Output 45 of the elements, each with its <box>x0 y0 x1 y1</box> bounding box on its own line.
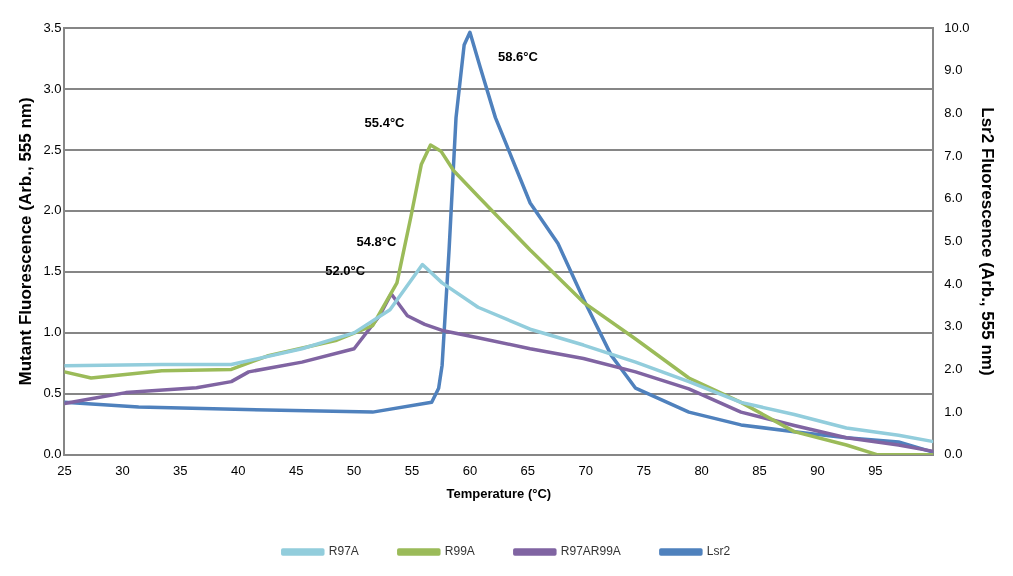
legend-label: R99A <box>444 544 475 559</box>
y2-tick-label: 7.0 <box>944 147 963 163</box>
annotation: 52.0°C <box>325 263 366 279</box>
y2-tick-label: 9.0 <box>944 62 963 78</box>
annotation: 54.8°C <box>356 234 397 250</box>
x-tick-label: 40 <box>231 463 246 479</box>
y2-tick-label: 8.0 <box>944 104 963 120</box>
legend-label: R97A <box>328 544 359 559</box>
x-tick-label: 50 <box>346 463 362 479</box>
y-tick-label: 2.5 <box>43 141 62 157</box>
y-tick-label: 2.0 <box>43 202 62 218</box>
y2-axis-title: Lsr2 Fluorescence (Arb., 555 nm) <box>978 107 998 376</box>
y-tick-label: 3.5 <box>43 19 62 35</box>
x-tick-label: 55 <box>404 463 420 479</box>
y-tick-label: 0.5 <box>43 385 62 401</box>
x-tick-label: 25 <box>57 463 72 479</box>
annotation: 55.4°C <box>364 114 406 130</box>
x-tick-label: 70 <box>578 463 593 479</box>
y2-tick-label: 1.0 <box>944 403 963 419</box>
y-tick-label: 1.0 <box>43 324 62 340</box>
y2-tick-label: 0.0 <box>944 446 963 462</box>
y2-tick-label: 6.0 <box>944 190 963 206</box>
annotation: 58.6°C <box>497 48 539 64</box>
x-tick-label: 65 <box>520 463 536 479</box>
x-tick-label: 80 <box>694 463 709 479</box>
x-tick-label: 90 <box>810 463 825 479</box>
y2-tick-label: 4.0 <box>944 275 963 291</box>
y2-tick-label: 5.0 <box>944 232 963 248</box>
x-tick-label: 75 <box>636 463 651 479</box>
y-tick-label: 3.0 <box>43 80 62 96</box>
y2-tick-label: 10.0 <box>944 19 970 35</box>
x-tick-label: 30 <box>115 463 130 479</box>
y-axis-title: Mutant Fluorescence (Arb., 555 nm) <box>15 97 35 386</box>
legend-label: Lsr2 <box>706 544 731 559</box>
x-tick-label: 95 <box>868 463 883 479</box>
y-tick-label: 0.0 <box>43 446 62 462</box>
y2-tick-label: 3.0 <box>944 318 963 334</box>
y-tick-label: 1.5 <box>43 263 62 279</box>
x-tick-label: 35 <box>173 463 188 479</box>
x-tick-label: 45 <box>288 463 304 479</box>
x-axis-title: Temperature (°C) <box>446 485 552 501</box>
x-tick-label: 60 <box>462 463 478 479</box>
x-tick-label: 85 <box>752 463 767 479</box>
legend-label: R97AR99A <box>560 544 621 559</box>
y2-tick-label: 2.0 <box>944 361 963 377</box>
